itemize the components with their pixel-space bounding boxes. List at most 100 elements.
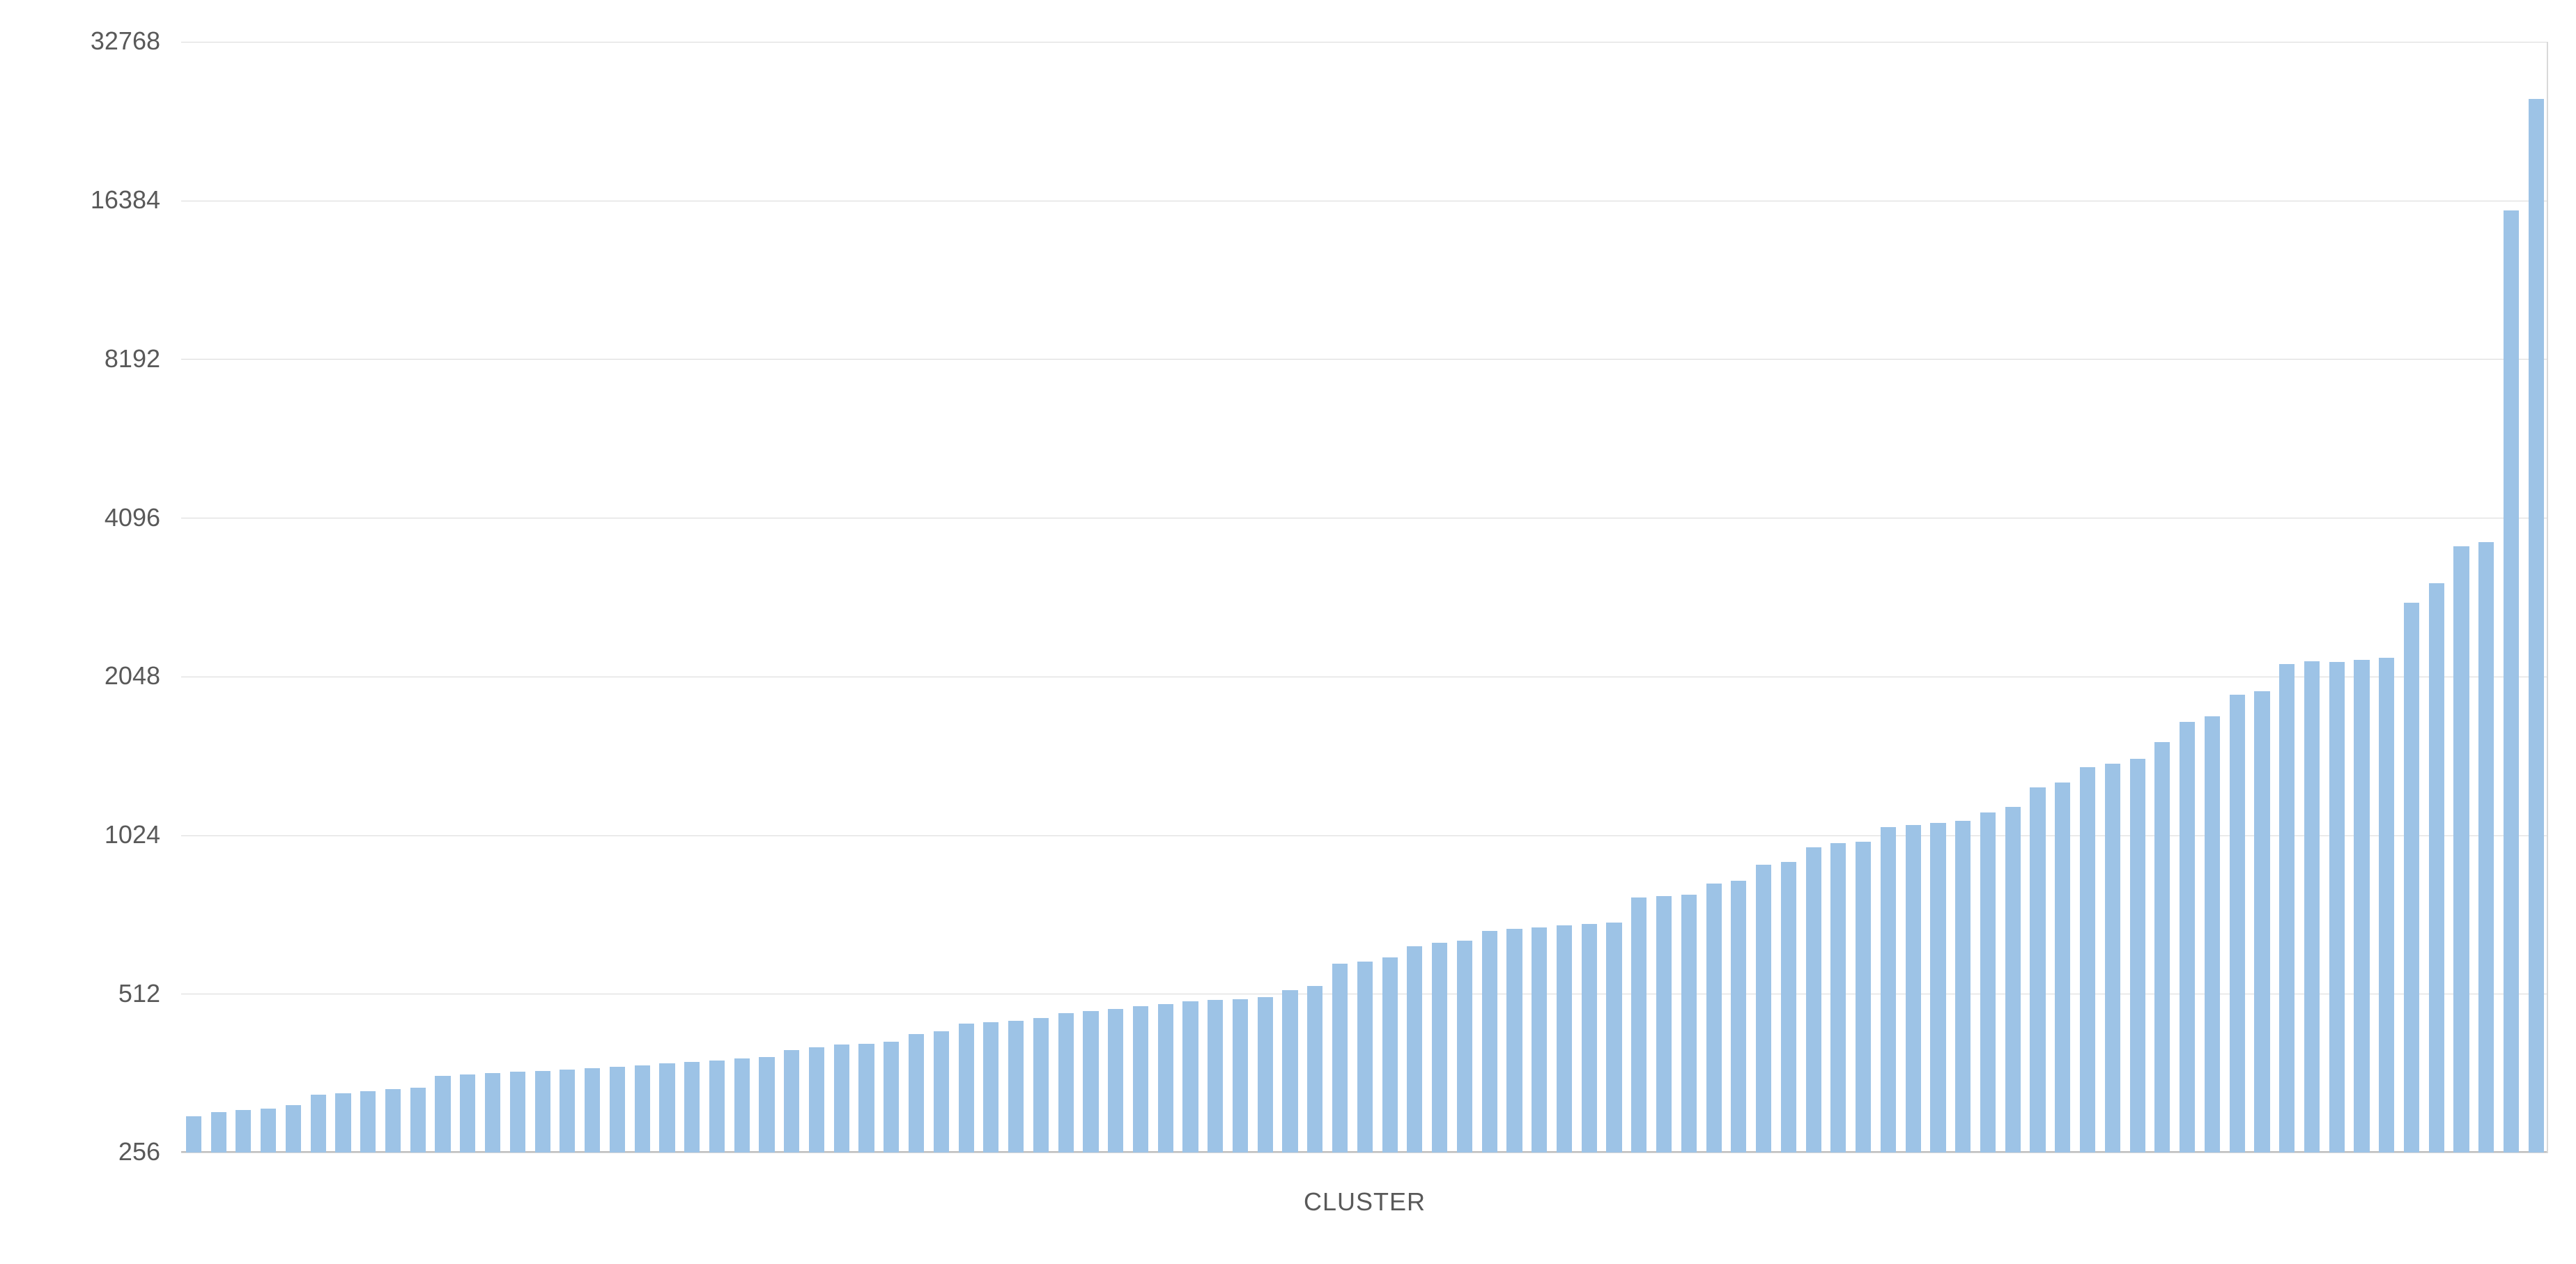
bar-slot bbox=[879, 42, 904, 1153]
bar-slot bbox=[2250, 42, 2275, 1153]
bar-slot bbox=[2225, 42, 2250, 1153]
bar-slot bbox=[331, 42, 356, 1153]
bar-slot bbox=[2424, 42, 2449, 1153]
bar-slot bbox=[231, 42, 256, 1153]
bar-slot bbox=[1975, 42, 2000, 1153]
bar bbox=[2180, 722, 2195, 1153]
bar bbox=[1781, 862, 1796, 1153]
bar bbox=[1482, 931, 1497, 1153]
bar bbox=[585, 1068, 600, 1153]
bar bbox=[485, 1073, 500, 1153]
bar-slot bbox=[1452, 42, 1477, 1153]
bar bbox=[2279, 664, 2295, 1153]
bar-slot bbox=[206, 42, 231, 1153]
bar-slot bbox=[630, 42, 655, 1153]
bar bbox=[1656, 896, 1672, 1153]
bar bbox=[1955, 821, 1970, 1153]
bar-slot bbox=[1527, 42, 1552, 1153]
bar bbox=[435, 1076, 450, 1153]
bar bbox=[2429, 583, 2444, 1153]
bar bbox=[2130, 759, 2145, 1153]
bar-slot bbox=[2274, 42, 2299, 1153]
bar-slot bbox=[555, 42, 580, 1153]
bar-slot bbox=[2125, 42, 2150, 1153]
bar-slot bbox=[580, 42, 605, 1153]
bar bbox=[1756, 865, 1771, 1153]
bar-slot bbox=[1626, 42, 1651, 1153]
bar-slot bbox=[1502, 42, 1527, 1153]
bar bbox=[659, 1063, 674, 1153]
x-axis-label: CLUSTER bbox=[181, 1187, 2548, 1217]
bar-slot bbox=[455, 42, 480, 1153]
bar-slot bbox=[1079, 42, 1104, 1153]
bar-slot bbox=[1726, 42, 1751, 1153]
bar-slot bbox=[2350, 42, 2375, 1153]
bar-slot bbox=[2150, 42, 2175, 1153]
bar-slot bbox=[1477, 42, 1502, 1153]
bar bbox=[734, 1058, 750, 1153]
bar-slot bbox=[355, 42, 380, 1153]
bar bbox=[884, 1042, 899, 1153]
bar-slot bbox=[679, 42, 704, 1153]
bar bbox=[610, 1067, 625, 1153]
bar-slot bbox=[1577, 42, 1602, 1153]
bar-slot bbox=[1103, 42, 1128, 1153]
bar-slot bbox=[281, 42, 306, 1153]
bar bbox=[1606, 923, 1621, 1153]
bar-slot bbox=[1153, 42, 1178, 1153]
bar bbox=[385, 1089, 401, 1153]
bar bbox=[1631, 897, 1646, 1153]
bar bbox=[360, 1091, 376, 1153]
bar bbox=[1681, 895, 1697, 1153]
bar-slot bbox=[2075, 42, 2100, 1153]
bar bbox=[261, 1109, 276, 1153]
bar bbox=[2379, 658, 2394, 1153]
bar-slot bbox=[480, 42, 505, 1153]
bar-slot bbox=[2175, 42, 2200, 1153]
bars-container bbox=[181, 42, 2548, 1153]
bar-slot bbox=[306, 42, 331, 1153]
bar-slot bbox=[1003, 42, 1028, 1153]
bar bbox=[2080, 767, 2095, 1153]
bar bbox=[1058, 1013, 1074, 1153]
bar-slot bbox=[2100, 42, 2125, 1153]
bar bbox=[1457, 941, 1472, 1153]
bar bbox=[286, 1105, 301, 1153]
y-tick-label: 16384 bbox=[0, 185, 160, 215]
bar-slot bbox=[1028, 42, 1054, 1153]
bar-slot bbox=[1651, 42, 1676, 1153]
bar bbox=[1881, 827, 1896, 1153]
bar-slot bbox=[1352, 42, 1378, 1153]
y-tick-label: 8192 bbox=[0, 344, 160, 373]
bar-slot bbox=[1926, 42, 1951, 1153]
bar-slot bbox=[2000, 42, 2026, 1153]
bar-slot bbox=[1054, 42, 1079, 1153]
bar-slot bbox=[829, 42, 854, 1153]
bar bbox=[709, 1061, 725, 1153]
bar bbox=[2005, 807, 2021, 1153]
bar-slot bbox=[256, 42, 281, 1153]
bar-slot bbox=[2050, 42, 2075, 1153]
bar-slot bbox=[1826, 42, 1851, 1153]
bar bbox=[2105, 764, 2120, 1153]
bar bbox=[1856, 842, 1871, 1153]
bar-slot bbox=[2524, 42, 2549, 1153]
bar bbox=[1332, 964, 1348, 1153]
bar bbox=[1033, 1018, 1049, 1153]
bar bbox=[983, 1022, 998, 1153]
bar-slot bbox=[2499, 42, 2524, 1153]
bar-slot bbox=[181, 42, 206, 1153]
bar-slot bbox=[1876, 42, 1901, 1153]
bar bbox=[2478, 542, 2494, 1153]
y-tick-label: 4096 bbox=[0, 503, 160, 532]
bar bbox=[809, 1047, 824, 1153]
bar bbox=[1432, 943, 1447, 1153]
bar bbox=[2329, 662, 2345, 1153]
bar bbox=[1557, 925, 1572, 1153]
bar-slot bbox=[804, 42, 829, 1153]
y-tick-label: 2048 bbox=[0, 661, 160, 691]
bar bbox=[2304, 661, 2320, 1153]
bar bbox=[335, 1093, 350, 1153]
bar-slot bbox=[1278, 42, 1303, 1153]
y-tick-label: 32768 bbox=[0, 26, 160, 56]
